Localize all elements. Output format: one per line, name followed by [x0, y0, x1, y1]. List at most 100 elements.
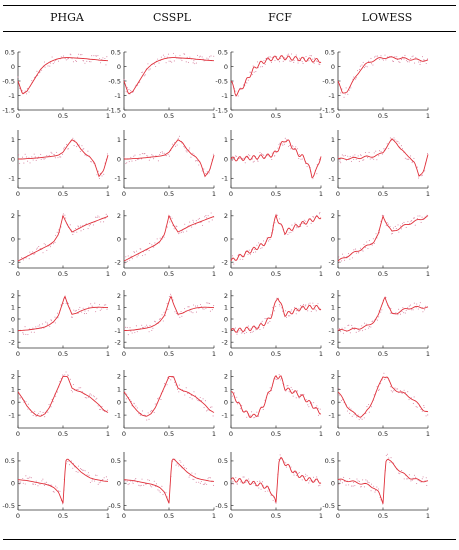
data-point-phga-row1 — [93, 55, 95, 57]
data-point-phga-row4 — [35, 326, 37, 328]
data-point-fcf-row2 — [300, 158, 302, 160]
data-point-csspl-row5 — [185, 387, 187, 389]
data-point-csspl-row6 — [127, 483, 129, 486]
data-point-csspl-row6 — [165, 492, 167, 494]
data-point-csspl-row6 — [198, 481, 200, 483]
x-tick-label-csspl-row6: 0.5 — [164, 512, 174, 520]
x-tick-label-lowess-row5: 1 — [426, 430, 430, 438]
data-point-lowess-row1 — [396, 56, 398, 58]
data-point-fcf-row1 — [247, 79, 249, 81]
data-point-lowess-row2 — [420, 175, 422, 177]
data-point-csspl-row6 — [203, 483, 205, 485]
data-point-lowess-row5 — [349, 412, 351, 414]
y-tick-label-fcf-row5: 2 — [224, 373, 228, 381]
data-point-phga-row6 — [88, 474, 90, 476]
data-point-lowess-row6 — [348, 484, 350, 486]
data-point-fcf-row5 — [258, 415, 260, 417]
data-point-phga-row2 — [76, 146, 78, 148]
data-point-csspl-row6 — [139, 485, 141, 487]
data-point-lowess-row1 — [376, 55, 379, 57]
x-tick-label-phga-row1: 1 — [106, 112, 110, 120]
data-point-lowess-row4 — [398, 308, 400, 310]
data-point-phga-row6 — [37, 485, 39, 487]
data-point-fcf-row1 — [256, 61, 258, 63]
data-point-phga-row3 — [35, 248, 38, 250]
data-point-lowess-row1 — [405, 60, 407, 62]
data-point-csspl-row4 — [213, 305, 215, 307]
data-point-fcf-row3 — [295, 227, 297, 229]
data-point-csspl-row2 — [201, 170, 203, 172]
data-point-lowess-row2 — [389, 137, 391, 139]
data-point-fcf-row5 — [269, 387, 271, 389]
data-point-lowess-row4 — [351, 324, 353, 326]
data-point-csspl-row6 — [135, 478, 137, 480]
data-point-phga-row4 — [70, 316, 73, 318]
data-point-phga-row3 — [89, 223, 91, 225]
y-tick-label-fcf-row1: -1 — [222, 92, 228, 100]
y-tick-label-fcf-row4: 1 — [224, 304, 228, 312]
x-tick-label-fcf-row1: 0 — [229, 112, 233, 120]
data-point-csspl-row6 — [145, 483, 147, 485]
data-point-phga-row1 — [17, 76, 19, 78]
data-point-fcf-row2 — [289, 144, 291, 146]
data-point-fcf-row4 — [291, 309, 293, 311]
data-point-csspl-row1 — [165, 62, 167, 64]
data-point-phga-row3 — [85, 223, 87, 225]
data-point-csspl-row3 — [207, 215, 209, 217]
data-point-phga-row6 — [102, 479, 104, 481]
data-point-fcf-row3 — [260, 247, 262, 249]
data-point-lowess-row2 — [345, 159, 348, 161]
data-point-lowess-row6 — [363, 486, 366, 488]
data-point-fcf-row3 — [248, 249, 250, 251]
data-point-fcf-row6 — [297, 472, 299, 474]
data-point-lowess-row3 — [405, 226, 407, 229]
data-point-phga-row3 — [42, 252, 44, 254]
data-point-csspl-row4 — [149, 324, 151, 326]
fit-curve-lowess-row2 — [337, 138, 429, 177]
data-point-csspl-row1 — [148, 69, 150, 71]
data-point-lowess-row6 — [410, 480, 412, 482]
data-point-fcf-row2 — [244, 162, 246, 164]
data-point-phga-row1 — [31, 80, 33, 82]
data-point-fcf-row2 — [301, 158, 303, 160]
data-point-fcf-row6 — [309, 480, 311, 482]
data-point-csspl-row4 — [175, 312, 177, 315]
data-point-lowess-row1 — [425, 62, 427, 65]
data-point-phga-row3 — [22, 259, 25, 261]
data-point-lowess-row4 — [416, 303, 418, 305]
data-point-lowess-row1 — [379, 58, 381, 61]
data-point-lowess-row4 — [415, 307, 417, 309]
data-point-lowess-row6 — [374, 491, 376, 493]
data-point-csspl-row3 — [151, 244, 153, 246]
data-point-fcf-row5 — [241, 405, 243, 407]
column-header-lowess: LOWESS — [361, 11, 413, 24]
data-point-lowess-row1 — [419, 61, 421, 63]
data-point-csspl-row4 — [135, 325, 137, 327]
data-point-phga-row6 — [68, 464, 71, 466]
data-point-lowess-row3 — [371, 244, 373, 246]
data-point-lowess-row3 — [365, 246, 367, 248]
data-point-lowess-row4 — [378, 316, 380, 318]
x-tick-label-lowess-row1: 1 — [426, 112, 430, 120]
x-tick-label-lowess-row3: 0.5 — [378, 270, 388, 278]
data-point-lowess-row5 — [357, 414, 359, 416]
data-point-phga-row3 — [55, 234, 57, 236]
data-point-phga-row6 — [94, 474, 97, 476]
data-point-lowess-row2 — [406, 158, 408, 160]
y-tick-label-csspl-row4: 0 — [117, 315, 121, 323]
data-point-fcf-row6 — [285, 466, 287, 468]
data-point-lowess-row2 — [401, 148, 403, 150]
data-point-lowess-row1 — [399, 61, 401, 64]
data-point-lowess-row6 — [370, 490, 372, 492]
data-point-fcf-row3 — [288, 232, 290, 234]
data-point-lowess-row4 — [358, 330, 360, 332]
data-point-lowess-row1 — [347, 93, 349, 95]
data-point-fcf-row6 — [256, 480, 258, 483]
y-tick-label-lowess-row6: 0.5 — [325, 457, 335, 465]
data-point-phga-row1 — [33, 76, 35, 79]
data-point-phga-row4 — [99, 309, 101, 311]
data-point-phga-row2 — [33, 153, 35, 155]
data-point-phga-row4 — [96, 307, 98, 309]
data-point-lowess-row6 — [422, 476, 424, 478]
data-point-csspl-row5 — [153, 411, 155, 414]
